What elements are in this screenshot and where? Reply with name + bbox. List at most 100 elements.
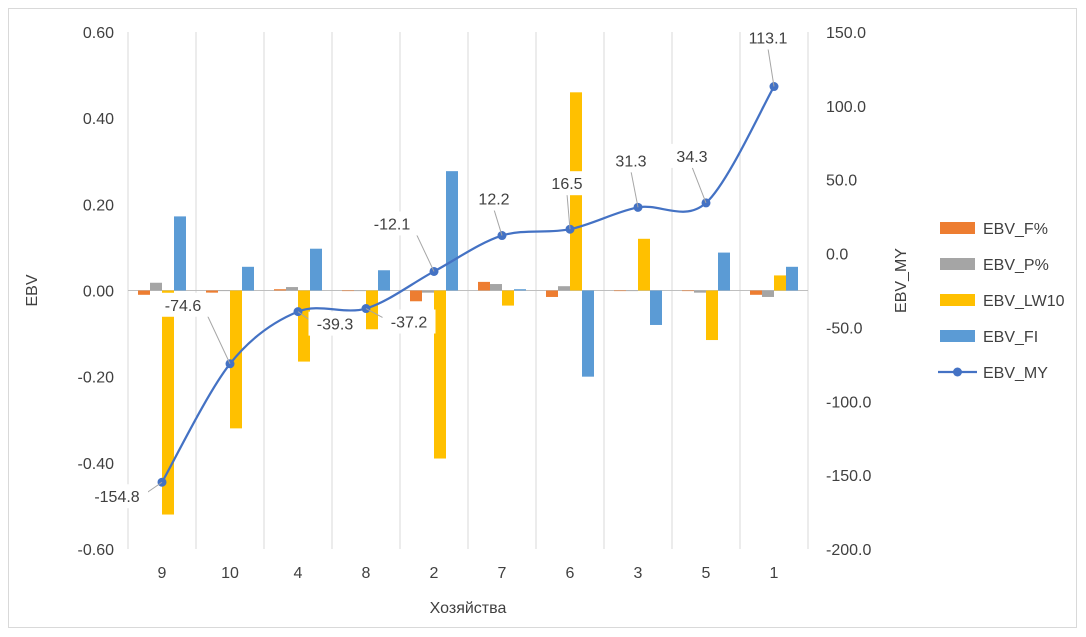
data-label-ebv-my: -74.6 (165, 298, 202, 315)
data-label-ebv-my: 31.3 (615, 153, 646, 170)
bar-ebv-p- (694, 290, 706, 293)
bar-ebv-fi (378, 270, 390, 291)
bar-ebv-f- (206, 290, 218, 293)
bar-ebv-f- (614, 290, 626, 292)
legend-swatch (940, 222, 975, 234)
x-tick-label: 10 (221, 565, 239, 582)
bar-ebv-f- (410, 290, 422, 302)
y2-tick-label: 100.0 (826, 99, 866, 116)
data-label-bg (545, 171, 589, 196)
y-axis-title: EBV (24, 274, 41, 306)
y-tick-label: 0.40 (83, 111, 114, 128)
line-ebv-my (161, 85, 775, 483)
data-label-leader (416, 234, 435, 272)
y-tick-label: 0.20 (83, 197, 114, 214)
bar-ebv-f- (750, 290, 762, 295)
bar-ebv-p- (286, 287, 298, 291)
y-tick-label: -0.60 (78, 542, 115, 559)
data-label-bg (741, 25, 795, 50)
data-label-ebv-my: -154.8 (94, 489, 139, 506)
bar-ebv-fi (514, 289, 526, 291)
x-tick-label: 8 (362, 565, 371, 582)
data-label-ebv-my: 113.1 (749, 31, 788, 48)
bar-ebv-p- (354, 290, 366, 292)
x-tick-label: 7 (498, 565, 507, 582)
x-tick-label: 6 (566, 565, 575, 582)
bar-ebv-lw10 (366, 290, 378, 330)
data-label-bg (308, 311, 362, 336)
bar-ebv-lw10 (230, 290, 242, 429)
data-label-leader (767, 48, 775, 87)
y-tick-label: 0.00 (83, 284, 114, 301)
data-label-ebv-my: -12.1 (374, 216, 411, 233)
bar-ebv-f- (274, 289, 286, 291)
y-tick-label: -0.20 (78, 370, 115, 387)
legend-swatch (940, 330, 975, 342)
data-label-ebv-my: 16.5 (551, 176, 582, 193)
data-label-bg (86, 484, 148, 509)
data-label-leader (566, 194, 571, 230)
bar-ebv-p- (150, 282, 162, 291)
bar-ebv-lw10 (502, 290, 514, 306)
bar-ebv-f- (682, 290, 694, 292)
bar-ebv-fi (718, 252, 730, 291)
y2-tick-label: 0.0 (826, 247, 848, 264)
bar-ebv-fi (650, 290, 662, 325)
y2-tick-label: 50.0 (826, 173, 857, 190)
bar-ebv-p- (490, 284, 502, 291)
y2-axis-title: EBV_MY (893, 248, 910, 313)
y-tick-label: -0.40 (78, 456, 115, 473)
y-tick-label: 0.60 (83, 25, 114, 42)
x-tick-label: 4 (294, 565, 303, 582)
data-label-bg (382, 309, 436, 334)
legend-swatch (940, 294, 975, 306)
legend-entry: EBV_F% (983, 221, 1048, 238)
x-tick-label: 1 (770, 565, 779, 582)
bar-ebv-p- (558, 286, 570, 291)
bar-ebv-f- (138, 290, 150, 295)
data-label-leader (297, 311, 311, 322)
bar-ebv-fi (242, 266, 254, 291)
bar-ebv-p- (218, 290, 230, 292)
bar-ebv-lw10 (774, 275, 786, 291)
bar-ebv-f- (478, 281, 490, 291)
bar-ebv-lw10 (298, 290, 310, 362)
legend-entry: EBV_FI (983, 329, 1038, 346)
bar-ebv-lw10 (638, 238, 650, 291)
y2-tick-label: -150.0 (826, 468, 871, 485)
legend-entry: EBV_LW10 (983, 293, 1065, 310)
y2-tick-label: -100.0 (826, 394, 871, 411)
legend-entry: EBV_MY (983, 365, 1048, 382)
data-label-leader (207, 315, 231, 364)
data-label-bg (472, 186, 516, 211)
legend-marker (953, 367, 962, 377)
data-label-leader (145, 481, 163, 494)
data-label-bg (609, 148, 653, 173)
bar-ebv-lw10 (434, 290, 446, 459)
data-label-ebv-my: -39.3 (317, 317, 354, 334)
data-label-bg (156, 292, 210, 317)
bar-ebv-f- (546, 290, 558, 297)
bar-ebv-fi (174, 216, 186, 291)
data-label-bg (670, 143, 714, 168)
x-tick-label: 5 (702, 565, 711, 582)
x-tick-label: 9 (158, 565, 167, 582)
legend-entry: EBV_P% (983, 257, 1049, 274)
x-tick-label: 2 (430, 565, 439, 582)
legend-swatch (940, 258, 975, 270)
x-tick-label: 3 (634, 565, 643, 582)
data-label-leader (630, 171, 639, 208)
data-label-ebv-my: 34.3 (676, 149, 707, 166)
x-axis-title: Хозяйства (430, 600, 507, 617)
bar-ebv-fi (582, 290, 594, 377)
bar-ebv-fi (786, 266, 798, 291)
bar-ebv-lw10 (162, 290, 174, 515)
data-label-ebv-my: 12.2 (478, 192, 509, 209)
bar-ebv-f- (342, 290, 354, 292)
chart-frame (8, 8, 1077, 628)
data-label-leader (691, 166, 707, 204)
y2-tick-label: 150.0 (826, 25, 866, 42)
bar-ebv-p- (626, 290, 638, 292)
